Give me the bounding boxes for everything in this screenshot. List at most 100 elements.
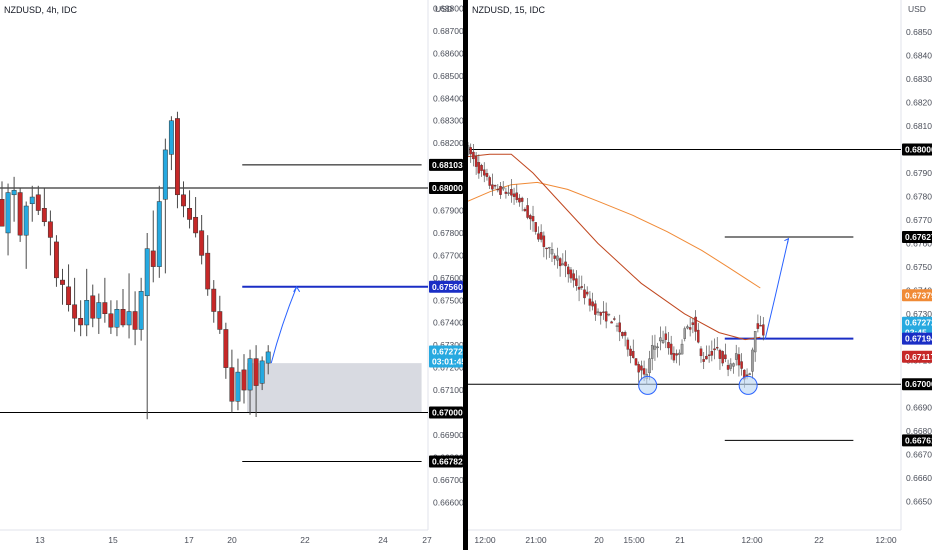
candle-body	[610, 321, 613, 324]
level-tag: 0.68000	[905, 145, 932, 155]
time-tick-label: 22	[300, 535, 310, 545]
price-tick-label: 0.67800	[433, 228, 464, 238]
level-tag-bg	[902, 378, 932, 391]
level-tag-bg	[902, 434, 932, 447]
projection-arrow	[270, 286, 298, 364]
price-tick-label: 0.68300	[433, 116, 464, 126]
candle-body	[483, 169, 486, 176]
candle-body	[591, 301, 594, 307]
candle-body	[199, 230, 205, 256]
candle-body	[529, 215, 532, 220]
candle-body	[748, 373, 752, 375]
symbol-title: NZDUSD, 4h, IDC	[4, 5, 78, 15]
candle-body	[84, 300, 90, 326]
candle-body	[531, 216, 535, 222]
double-bottom-circle	[738, 375, 758, 395]
candle-body	[5, 192, 11, 234]
candle-body	[78, 317, 84, 326]
candle-body	[548, 246, 551, 249]
candle-body	[542, 235, 546, 247]
candle-body	[664, 333, 668, 340]
candle-body	[480, 164, 483, 171]
price-tick-label: 0.68800	[433, 3, 464, 13]
level-tag: 0.68000	[432, 183, 463, 193]
candle-body	[485, 173, 489, 177]
candle-body	[561, 263, 565, 266]
panel-divider[interactable]	[463, 0, 468, 550]
candle-body	[499, 186, 502, 195]
candle-body	[150, 250, 156, 267]
level-tag: 0.67000	[905, 379, 932, 389]
candle-body	[504, 191, 508, 194]
candle-body	[613, 318, 616, 320]
candle-body	[512, 193, 516, 197]
candle-body	[138, 291, 144, 330]
candle-body	[469, 147, 472, 155]
level-tag-bg	[429, 455, 463, 468]
candle-body	[181, 194, 186, 207]
price-tick-label: 0.67600	[906, 238, 932, 248]
candle-body	[545, 247, 548, 250]
candle-body	[472, 151, 475, 160]
candle-body	[721, 351, 724, 364]
candle-body	[120, 309, 126, 326]
ema-light-line	[468, 181, 761, 289]
candle-body	[162, 149, 168, 200]
candle-body	[602, 311, 605, 313]
candle-body	[265, 351, 271, 364]
price-tick-label: 0.68400	[906, 51, 932, 61]
candle-body	[477, 162, 481, 174]
level-tag: 0.66782	[432, 456, 463, 466]
price-tick-label: 0.67400	[433, 318, 464, 328]
level-tag: 0.68103	[432, 160, 463, 170]
candle-body	[640, 365, 643, 371]
candle-body	[474, 156, 478, 167]
candle-body	[520, 197, 524, 202]
candle-body	[488, 177, 491, 186]
candle-body	[102, 302, 108, 314]
price-tick-label: 0.67200	[433, 363, 464, 373]
candle-body	[493, 185, 497, 187]
candle-body	[759, 325, 762, 327]
candle-body	[247, 358, 253, 391]
candle-body	[672, 353, 676, 361]
candle-body	[629, 348, 632, 356]
time-tick-label: 12:00	[474, 535, 496, 545]
price-tick-label: 0.67500	[433, 295, 464, 305]
chart-4h-canvas[interactable]: 0.68800 0.68700 0.68600 0.68500 0.68400 0.683…	[0, 0, 464, 550]
candle-body	[675, 353, 678, 356]
price-tick-label: 0.67600	[433, 273, 464, 283]
candle-body	[515, 192, 519, 200]
candle-body	[550, 249, 554, 255]
candle-body	[707, 354, 711, 356]
level-tag-bg	[902, 143, 932, 156]
candle-body	[132, 311, 138, 330]
candle-body	[737, 354, 741, 366]
candle-body	[566, 266, 570, 275]
currency-label: USD	[435, 4, 453, 14]
candle-body	[575, 278, 578, 286]
price-tag-bg	[902, 289, 932, 302]
candle-body	[756, 323, 760, 329]
time-tick-label: 24	[378, 535, 388, 545]
candle-body	[156, 201, 162, 267]
time-tick-label: 21	[675, 535, 685, 545]
level-tag-bg	[429, 406, 463, 419]
candle-body	[217, 311, 223, 330]
candle-body	[569, 269, 573, 279]
candle-body	[588, 298, 592, 306]
candle-body	[697, 329, 700, 343]
candle-body	[596, 311, 600, 314]
candle-body	[510, 189, 513, 196]
candle-body	[650, 345, 654, 359]
projection-arrow-head	[784, 237, 790, 244]
chart-panel-4h[interactable]: 0.68800 0.68700 0.68600 0.68500 0.68400 0.683…	[0, 0, 464, 550]
candle-body	[241, 369, 247, 391]
candle-body	[683, 328, 686, 339]
current-price-tag-bg	[429, 345, 463, 368]
candle-body	[751, 349, 754, 372]
